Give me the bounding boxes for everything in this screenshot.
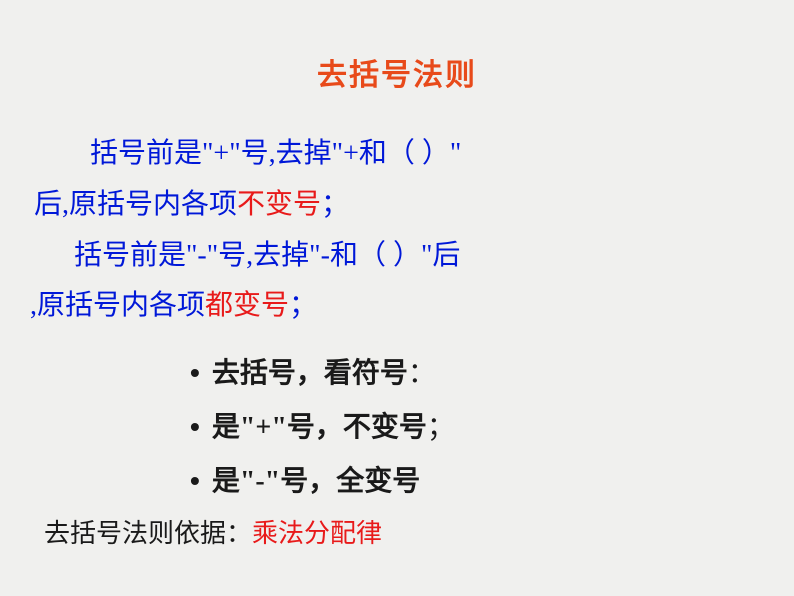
bullet1-colon: ：: [408, 351, 436, 391]
slide-content: 去括号法则 括号前是"+"号,去掉"+和（ ）" 后,原括号内各项不变号； 括号…: [0, 0, 794, 596]
bullet-dot-icon: •: [190, 411, 200, 443]
rule2-semi: ；: [289, 290, 317, 321]
rule2-line2: ,原括号内各项都变号；: [30, 284, 764, 329]
bullet3-b: 全变号: [336, 459, 420, 499]
bullet-3: • 是"-"号， 全变号: [190, 459, 764, 499]
bullet3-a: 是"-"号，: [212, 459, 336, 499]
rule1-line1: 括号前是"+"号,去掉"+和（ ）": [30, 132, 764, 177]
bullet-dot-icon: •: [190, 465, 200, 497]
rule1-text-b: 后,原括号内各项: [34, 189, 237, 220]
bullet-list: • 去括号， 看符号 ： • 是"+"号， 不变号 ； • 是"-"号， 全变号: [30, 351, 764, 499]
footer-value: 乘法分配律: [252, 519, 382, 548]
rule1-highlight: 不变号: [237, 189, 321, 220]
footer-label: 去括号法则依据：: [44, 519, 252, 548]
bullet1-a: 去括号，: [212, 351, 324, 391]
bullet-1: • 去括号， 看符号 ：: [190, 351, 764, 391]
footer: 去括号法则依据：乘法分配律: [30, 513, 764, 550]
bullet2-semi: ；: [427, 405, 455, 445]
bullet-2: • 是"+"号， 不变号 ；: [190, 405, 764, 445]
bullet1-b: 看符号: [324, 351, 408, 391]
rule-block: 括号前是"+"号,去掉"+和（ ）" 后,原括号内各项不变号； 括号前是"-"号…: [30, 132, 764, 329]
bullet-dot-icon: •: [190, 357, 200, 389]
rule2-line1: 括号前是"-"号,去掉"-和（ ）"后: [30, 234, 764, 279]
slide-title: 去括号法则: [30, 50, 764, 94]
rule2-text-a: 括号前是"-"号,去掉"-和（ ）"后: [74, 240, 460, 271]
rule1-line2: 后,原括号内各项不变号；: [30, 183, 764, 228]
rule1-text-a: 括号前是"+"号,去掉"+和（ ）": [90, 138, 461, 169]
bullet2-b: 不变号: [343, 405, 427, 445]
rule2-text-b: ,原括号内各项: [30, 290, 205, 321]
rule1-semi: ；: [321, 189, 349, 220]
rule2-highlight: 都变号: [205, 290, 289, 321]
bullet2-a: 是"+"号，: [212, 405, 343, 445]
